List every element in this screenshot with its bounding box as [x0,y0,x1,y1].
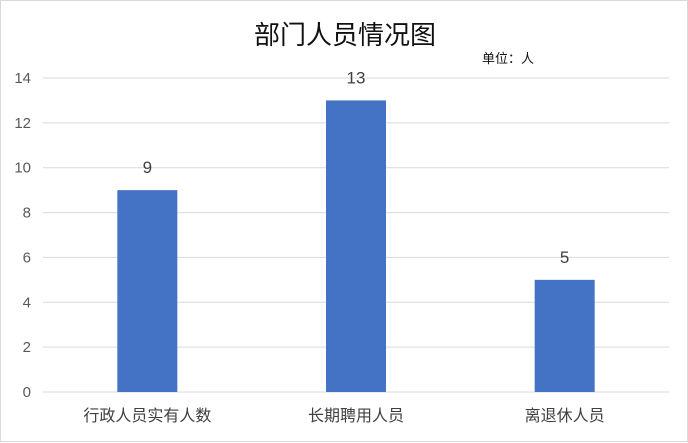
x-category-label: 行政人员实有人数 [83,406,211,425]
chart-title: 部门人员情况图 [253,21,436,51]
bar [534,279,595,392]
y-tick-label: 6 [23,249,31,266]
y-tick-label: 8 [23,205,31,222]
y-tick-label: 12 [14,115,31,132]
y-tick-label: 10 [14,160,31,177]
y-tick-label: 14 [14,70,31,87]
x-category-label: 离退休人员 [525,406,605,425]
bar [117,190,178,392]
y-tick-label: 4 [23,294,31,311]
bar [326,100,386,392]
data-label: 13 [347,68,366,87]
unit-note: 单位：人 [482,52,535,67]
y-tick-label: 2 [23,339,31,356]
x-category-label: 长期聘用人员 [308,406,404,425]
data-label: 9 [143,158,152,177]
data-label: 5 [560,248,569,267]
y-tick-label: 0 [23,384,31,401]
